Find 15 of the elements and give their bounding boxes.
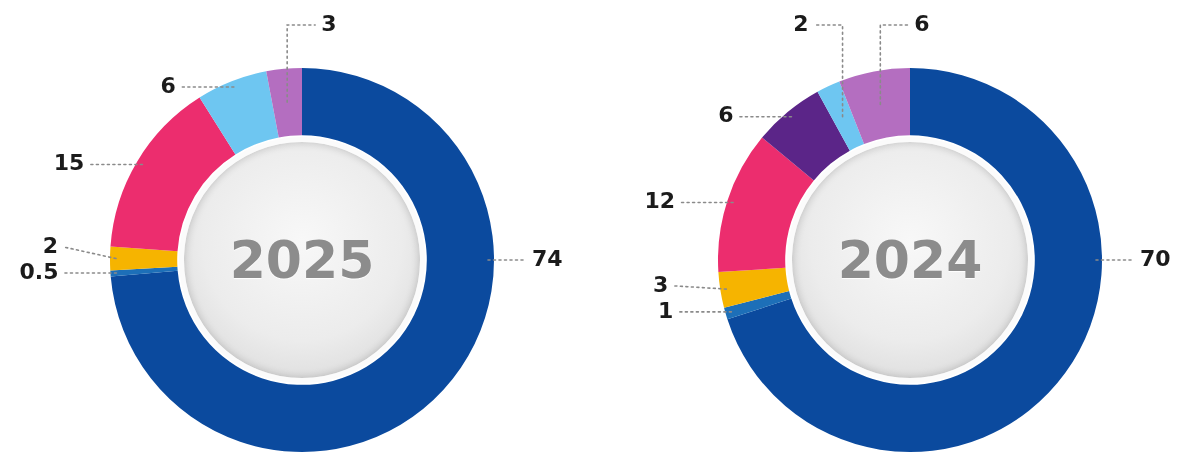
data-label: 2	[793, 10, 809, 36]
data-label: 15	[53, 150, 85, 176]
data-label: 3	[652, 271, 669, 297]
data-label: 0.5	[19, 258, 59, 284]
data-label: 6	[718, 102, 734, 128]
text: 2024	[837, 230, 983, 290]
data-label: 6	[160, 72, 176, 98]
data-label: 3	[321, 10, 337, 36]
data-label: 6	[914, 10, 930, 36]
data-label: 2	[42, 232, 59, 258]
data-label: 70	[1140, 245, 1171, 271]
data-label: 74	[532, 245, 563, 271]
data-label: 1	[658, 297, 674, 323]
data-label: 12	[644, 188, 676, 214]
text: 2025	[229, 230, 375, 290]
